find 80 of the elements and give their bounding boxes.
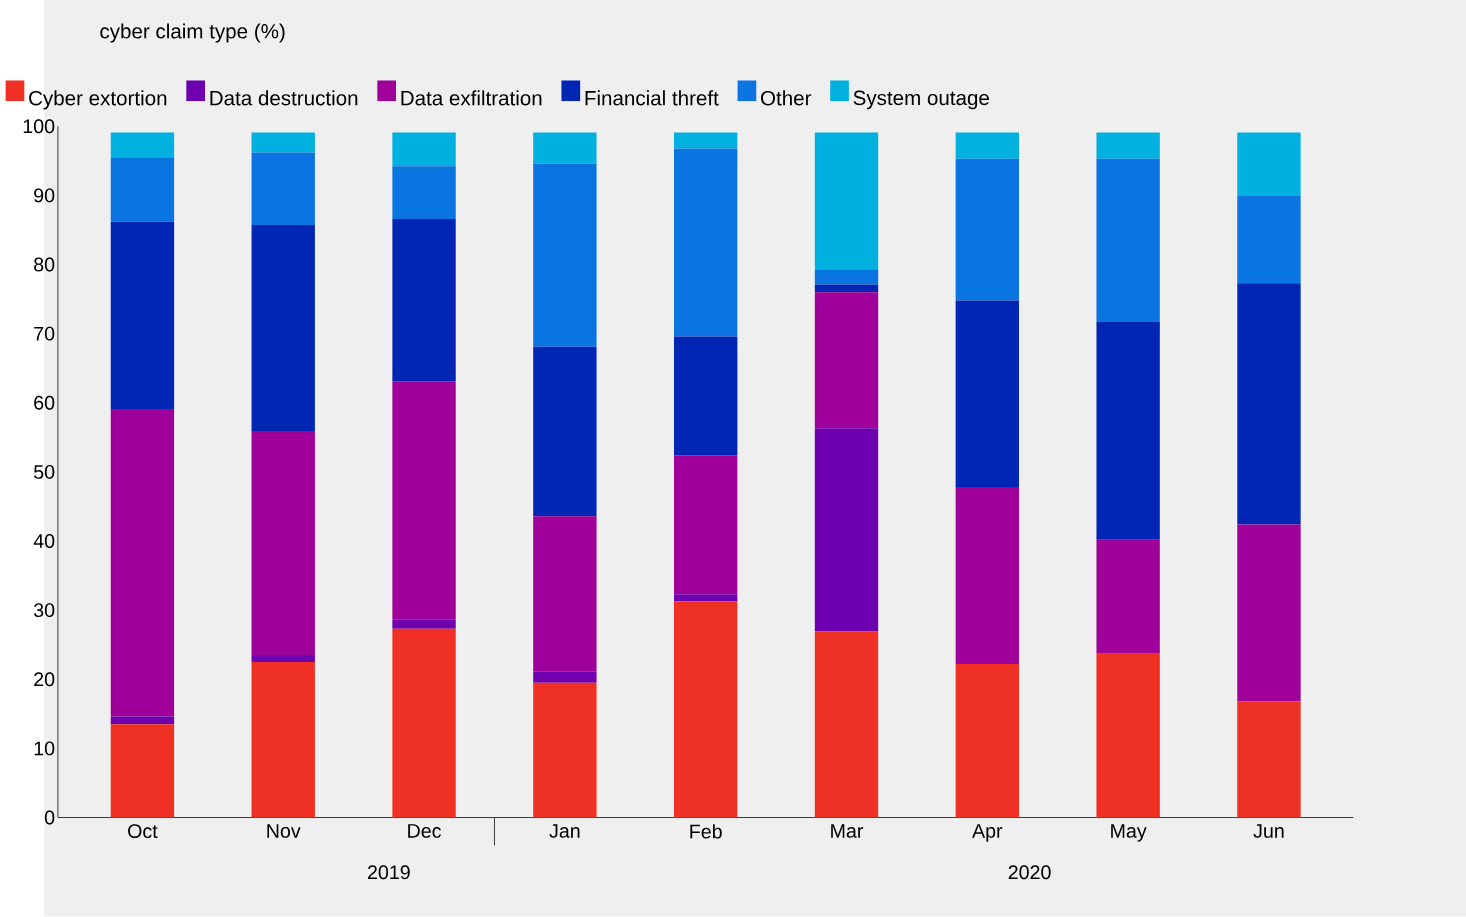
legend-label: System outage <box>853 90 989 110</box>
y-tick-label: 20 <box>34 672 55 687</box>
legend-label: Data exfiltration <box>401 90 542 106</box>
bar <box>1237 132 1301 197</box>
bar <box>955 487 1019 665</box>
bar <box>533 163 597 347</box>
bar <box>533 346 597 517</box>
bar <box>110 132 175 159</box>
x-tick-label: Mar <box>831 824 864 839</box>
y-tick-label: 100 <box>23 119 55 134</box>
bar <box>674 594 738 602</box>
bar <box>674 455 738 595</box>
bar <box>1096 653 1160 818</box>
bar <box>1096 158 1160 323</box>
bar <box>392 381 456 620</box>
bar <box>955 664 1019 818</box>
bar <box>814 270 879 285</box>
text: 2020 <box>1008 865 1051 880</box>
y-tick-label: 30 <box>33 603 55 618</box>
bar <box>955 300 1019 488</box>
bar <box>1237 701 1301 818</box>
bar <box>1096 132 1160 159</box>
x-tick-label: Nov <box>267 824 301 839</box>
bar <box>392 628 456 818</box>
chart-title: cyber claim type (%) <box>100 23 285 43</box>
bar <box>110 158 175 222</box>
bar <box>251 225 315 432</box>
bar <box>1096 539 1160 654</box>
bar <box>674 148 738 337</box>
bar <box>955 158 1019 301</box>
x-tick-label: Feb <box>690 824 722 839</box>
bar <box>814 284 879 293</box>
bar <box>251 662 315 818</box>
x-tick-label: Apr <box>972 824 1003 842</box>
legend-label: Data destruction <box>210 90 358 106</box>
x-tick-label: Jun <box>1253 824 1284 839</box>
y-tick-label: 60 <box>34 395 55 410</box>
bar <box>251 132 315 153</box>
x-tick-label: Dec <box>408 824 441 839</box>
bar <box>814 292 879 429</box>
y-tick-label: 40 <box>33 534 55 549</box>
bar <box>392 132 456 167</box>
bar <box>251 431 315 656</box>
bar <box>955 132 1019 159</box>
x-tick-label: Oct <box>128 824 158 839</box>
bar <box>251 655 315 663</box>
bar <box>110 221 175 410</box>
bar <box>674 132 738 149</box>
bar <box>1237 283 1301 525</box>
bar <box>110 724 175 818</box>
y-tick-label: 90 <box>34 188 55 203</box>
y-tick-label: 70 <box>34 326 55 341</box>
y-tick-label: 0 <box>44 810 55 825</box>
y-tick-label: 50 <box>34 465 55 480</box>
bar <box>533 132 597 164</box>
bar <box>1237 196 1301 284</box>
bar <box>674 336 738 456</box>
legend-label: Other <box>760 90 812 106</box>
bar <box>110 409 175 717</box>
legend-label: Cyber extortion <box>29 90 167 110</box>
bar <box>533 682 597 818</box>
bar <box>674 601 738 818</box>
legend-label: Financial threft <box>585 90 719 106</box>
y-tick-label: 80 <box>34 257 55 272</box>
bar <box>392 219 456 382</box>
text: 2019 <box>368 865 410 880</box>
bar <box>533 516 597 672</box>
x-tick-label: Jan <box>549 824 580 839</box>
bar <box>814 631 879 818</box>
bar <box>392 619 456 629</box>
bar <box>1096 322 1160 540</box>
bar <box>392 166 456 220</box>
bar <box>814 132 879 271</box>
bar <box>1237 524 1301 702</box>
bar <box>251 152 315 226</box>
x-tick-label: May <box>1111 824 1147 842</box>
bar <box>814 428 879 632</box>
bar <box>533 671 597 683</box>
y-tick-label: 10 <box>34 741 55 756</box>
bar <box>110 716 175 725</box>
